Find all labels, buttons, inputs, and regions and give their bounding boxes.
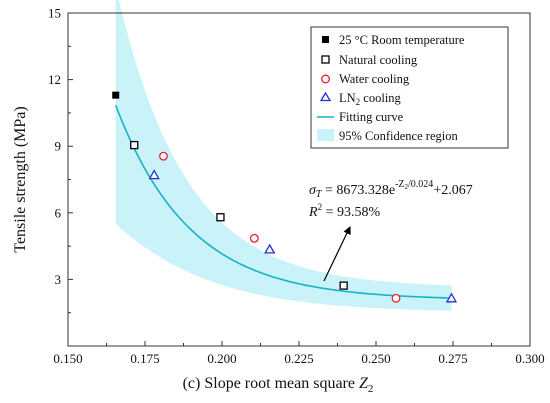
legend-label-natural-cooling: Natural cooling: [339, 53, 418, 67]
point-ln2-cooling: [148, 169, 160, 180]
confidence-band: [115, 0, 452, 311]
y-tick-label: 6: [55, 205, 62, 220]
x-tick-label: 0.175: [130, 351, 159, 366]
y-tick-label: 15: [48, 6, 61, 21]
point-natural-cooling: [339, 281, 348, 290]
legend-label-ln2-cooling: LN2 cooling: [339, 91, 402, 107]
legend-label-fitting-curve: Fitting curve: [339, 110, 404, 124]
point-ln2-cooling: [264, 243, 276, 254]
x-axis-label: Slope root mean square: [204, 375, 355, 392]
y-tick-label: 3: [55, 272, 62, 287]
point-natural-cooling: [130, 140, 139, 150]
legend-label-water-cooling: Water cooling: [339, 72, 410, 86]
point-natural-cooling: [216, 213, 225, 222]
legend-marker-natural-cooling: [321, 55, 330, 64]
x-axis-title: (c) Slope root mean square Z2: [183, 375, 374, 395]
equation-text: σT = 8673.328e-Z2/0.024+2.067: [309, 179, 473, 200]
legend-marker-confidence-region: [317, 129, 334, 141]
confidence-band-layer: [115, 0, 452, 311]
x-tick-label: 0.150: [53, 351, 82, 366]
point-water-cooling: [391, 293, 401, 303]
y-axis-title: Tensile strength (MPa): [12, 106, 29, 252]
x-tick-label: 0.250: [361, 351, 390, 366]
x-axis-symbol: Z: [359, 375, 369, 392]
x-axis-subscript: 2: [368, 383, 374, 395]
x-tick-label: 0.225: [284, 351, 313, 366]
r-squared-text: R2 = 93.58%: [308, 202, 380, 220]
point-water-cooling: [249, 233, 259, 243]
x-tick-label: 0.300: [515, 351, 544, 366]
legend-box: [310, 26, 509, 149]
y-tick-label: 12: [48, 72, 61, 87]
point-room-temperature: [112, 91, 120, 99]
legend-marker-ln2-cooling: [319, 91, 332, 102]
data-points-layer: [112, 91, 458, 303]
x-tick-label: 0.200: [207, 351, 236, 366]
legend-label-confidence-region: 95% Confidence region: [339, 129, 458, 143]
legend-label-room-temperature: 25 °C Room temperature: [339, 33, 465, 47]
annotation-arrow: [323, 226, 351, 282]
panel-label: (c): [183, 375, 201, 392]
legend: 25 °C Room temperature Natural cooling W…: [310, 26, 509, 149]
point-water-cooling: [159, 151, 168, 161]
legend-marker-water-cooling: [321, 74, 330, 84]
point-ln2-cooling: [445, 292, 458, 303]
y-tick-label: 9: [55, 139, 62, 154]
ticks-layer: 0.150 0.175 0.200 0.225 0.250 0.275 0.300 3 6 9 12…: [48, 6, 545, 367]
x-tick-label: 0.275: [438, 351, 467, 366]
legend-marker-room-temperature: [322, 36, 329, 43]
